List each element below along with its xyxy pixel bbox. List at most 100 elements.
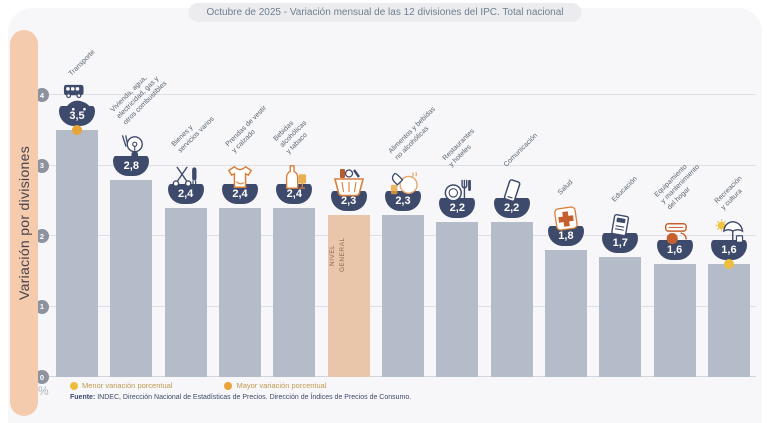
basket-icon xyxy=(332,167,366,197)
division-bar xyxy=(707,264,750,377)
menor-dot-icon xyxy=(70,381,78,390)
division-column: 1,8 Salud xyxy=(544,88,587,377)
division-label: Bienes y servicios varios xyxy=(170,115,216,155)
y-axis-tick-3: 3 xyxy=(35,158,49,173)
value-badge: 2,4 xyxy=(221,183,258,204)
y-axis-title-band: Variación por divisiones xyxy=(10,30,38,416)
division-bar xyxy=(273,207,316,377)
icon-value-stack: 2,3 xyxy=(384,169,421,211)
division-column: 2,3 Alimentos y bebidas no alcohólicas xyxy=(381,88,437,377)
division-bar xyxy=(436,221,479,377)
division-column: 1,6 Equipamiento y mantenimiento del hoga… xyxy=(653,88,701,377)
mayor-dot-icon xyxy=(224,381,233,390)
division-column: 3,5 Transporte xyxy=(56,48,98,377)
gridline-4 xyxy=(48,94,756,95)
division-label: Prendas de vestir y calzado xyxy=(224,104,269,155)
legend-mayor-label: Mayor variación porcentual xyxy=(236,381,327,390)
division-column: 2,8 Vivienda, agua, electricidad, gas y o… xyxy=(110,75,168,377)
y-axis-tick-1: 1 xyxy=(35,299,49,314)
division-bar xyxy=(653,264,696,377)
division-bar xyxy=(218,207,261,377)
division-bar xyxy=(544,250,587,377)
mayor-variacion-dot-icon xyxy=(72,125,82,136)
icon-value-stack: 1,8 xyxy=(547,206,584,247)
division-label: Educación xyxy=(611,175,640,204)
value-badge: 2,3 xyxy=(330,190,367,211)
division-bar xyxy=(381,214,424,377)
division-bar xyxy=(56,130,98,377)
bulb-icon xyxy=(116,134,146,162)
division-bar xyxy=(599,257,642,377)
icon-value-stack: 2,2 xyxy=(439,178,476,218)
y-axis-tick-0: 0 xyxy=(35,370,49,384)
icon-value-stack: 2,2 xyxy=(493,178,530,218)
division-column: 1,7 Educación xyxy=(599,88,642,377)
icon-value-stack: 2,4 xyxy=(276,164,313,204)
value-badge: 1,6 xyxy=(656,240,693,261)
percent-unit-label: % xyxy=(38,384,49,398)
value-badge: 2,8 xyxy=(113,155,150,176)
division-label: Salud xyxy=(556,179,575,197)
y-axis-tick-2: 2 xyxy=(35,229,49,243)
nivel-general-bar: NIVEL GENERAL xyxy=(327,214,370,377)
y-axis-tick-4: 4 xyxy=(35,88,49,102)
division-bar xyxy=(164,207,207,377)
nivel-general-bar-label: NIVEL GENERAL xyxy=(328,237,346,273)
umbrella-sun-icon xyxy=(713,218,745,246)
source-prefix: Fuente: xyxy=(70,394,96,401)
food-icon xyxy=(387,169,419,197)
division-bar xyxy=(490,221,533,377)
icon-value-stack: 1,6 xyxy=(710,218,747,261)
phone-icon xyxy=(498,178,526,204)
y-axis-title: Variación por divisiones xyxy=(16,145,32,300)
value-badge: 1,6 xyxy=(710,240,747,261)
bars-row: 3,5 Transporte 2,8 Vivienda, agua, electric… xyxy=(56,48,750,377)
icon-value-stack: 1,7 xyxy=(602,213,639,254)
value-badge: 2,4 xyxy=(167,183,204,204)
icon-value-stack: 2,4 xyxy=(221,164,258,204)
bar-chart: 4 3 2 1 0 3,5 Transporte 2,8 Vivienda, agua, ele… xyxy=(35,48,758,384)
legend-item-menor: Menor variación porcentual xyxy=(70,381,172,390)
plate-icon xyxy=(442,178,472,204)
division-column: 2,2 Comunicación xyxy=(490,88,539,377)
icon-value-stack: 3,5 xyxy=(59,84,95,127)
legend-item-mayor: Mayor variación porcentual xyxy=(224,381,327,390)
division-label: Bebidas alcohólicas y tabaco xyxy=(272,118,309,155)
icon-value-stack: 2,8 xyxy=(113,134,150,176)
division-label: Equipamiento y mantenimiento del hogar xyxy=(653,163,701,211)
value-badge: 1,8 xyxy=(547,226,584,247)
division-column: NIVEL GENERAL 2,3 xyxy=(327,88,370,377)
division-label: Restaurantes y hoteles xyxy=(441,128,477,169)
bottle-icon xyxy=(279,164,309,190)
icon-value-stack: 2,3 xyxy=(330,167,367,211)
icon-value-stack: 2,4 xyxy=(167,164,204,204)
value-badge: 2,2 xyxy=(493,197,530,218)
legend-menor-label: Menor variación porcentual xyxy=(82,381,173,390)
book-icon xyxy=(606,213,634,239)
source-text: INDEC, Dirección Nacional de Estadística… xyxy=(95,394,412,401)
legend: Menor variación porcentual Mayor variaci… xyxy=(70,381,327,390)
scissors-icon xyxy=(172,164,200,190)
tshirt-icon xyxy=(225,164,255,190)
page-title: Octubre de 2025 - Variación mensual de l… xyxy=(188,3,582,22)
division-column: 1,6 Recreación y cultura xyxy=(707,88,750,377)
icon-value-stack: 1,6 xyxy=(656,220,693,261)
division-column: 2,4 Bebidas alcohólicas y tabaco xyxy=(272,88,316,377)
division-column: 2,2 Restaurantes y hoteles xyxy=(436,88,479,377)
division-column: 2,4 Prendas de vestir y calzado xyxy=(218,88,268,377)
value-badge: 2,2 xyxy=(439,197,476,218)
bus-icon xyxy=(62,84,92,112)
division-bar xyxy=(110,179,153,377)
value-badge: 1,7 xyxy=(602,233,639,254)
division-label: Recreación y cultura xyxy=(713,174,744,211)
cross-icon xyxy=(551,206,581,232)
gridline-3 xyxy=(48,164,756,166)
division-column: 2,4 Bienes y servicios varios xyxy=(164,88,215,377)
menor-variacion-dot-icon xyxy=(723,259,734,270)
value-badge: 2,3 xyxy=(384,190,421,211)
source-note: Fuente: INDEC, Dirección Nacional de Est… xyxy=(70,394,411,401)
value-badge: 2,4 xyxy=(276,183,313,204)
appliance-icon xyxy=(660,220,690,246)
division-label: Comunicación xyxy=(502,132,539,169)
